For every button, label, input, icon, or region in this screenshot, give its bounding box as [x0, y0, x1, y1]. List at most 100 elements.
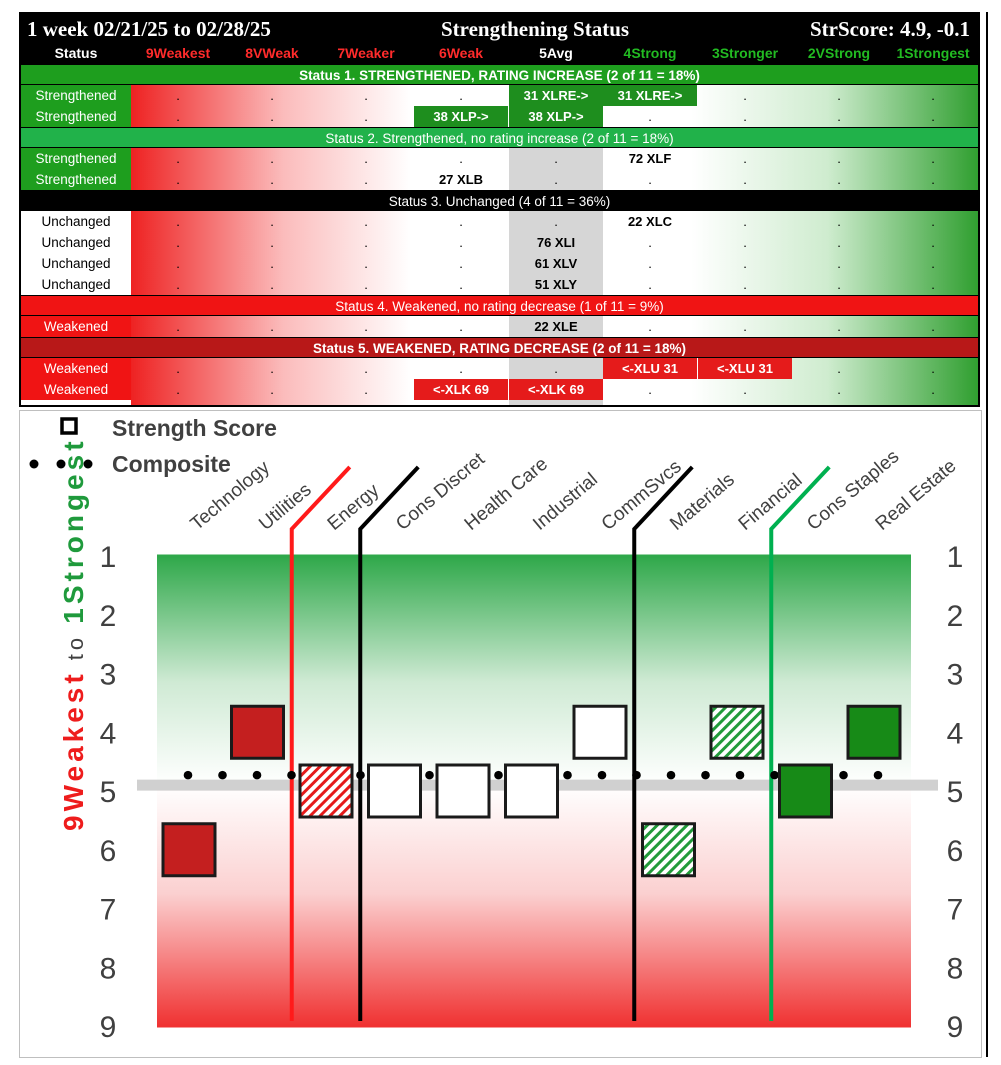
- strength-score-square: [709, 704, 765, 760]
- legend-square-icon: [60, 417, 78, 435]
- column-header-8vweak: 8VWeak: [245, 45, 299, 61]
- ticker-cell: 38 XLP->: [414, 106, 508, 127]
- composite-dot: [666, 770, 676, 780]
- empty-cell-dot: .: [554, 151, 558, 166]
- column-header-4strong: 4Strong: [623, 45, 677, 61]
- ticker-cell: 22 XLE: [534, 319, 578, 334]
- status-row: Strengthened..... 72 XLF...: [21, 148, 978, 169]
- y-tick-left: 3: [100, 659, 117, 692]
- empty-cell-dot: .: [270, 214, 274, 229]
- status-row: Strengthened.... 31 XLRE-> 31 XLRE->...: [21, 85, 978, 106]
- legend-dot-icon: [56, 459, 66, 469]
- legend-dot-icon: [29, 459, 39, 469]
- ticker-cell: <-XLU 31: [698, 358, 792, 379]
- ticker-cell: 31 XLRE->: [603, 85, 697, 106]
- empty-cell-dot: .: [270, 172, 274, 187]
- empty-cell-dot: .: [931, 319, 935, 334]
- strength-score-square: [230, 704, 285, 760]
- status-row-label: Unchanged: [21, 211, 131, 232]
- y-tick-left: 9: [100, 1011, 117, 1044]
- y-tick-right: 2: [947, 600, 964, 633]
- empty-cell-dot: .: [837, 319, 841, 334]
- ticker-cell: 51 XLY: [534, 277, 578, 292]
- empty-cell-dot: .: [364, 382, 368, 397]
- strscore-title: StrScore: 4.9, -0.1: [810, 17, 970, 41]
- column-header-9weakest: 9Weakest: [145, 45, 211, 61]
- y-tick-left: 8: [100, 952, 117, 985]
- empty-cell-dot: .: [931, 235, 935, 250]
- legend-strength-score: Strength Score: [112, 415, 277, 441]
- composite-dot: [252, 770, 262, 780]
- strength-score-square: [572, 704, 628, 760]
- empty-cell-dot: .: [176, 172, 180, 187]
- y-tick-right: 8: [947, 952, 964, 985]
- status-band-1: Status 1. STRENGTHENED, RATING INCREASE …: [21, 64, 978, 85]
- composite-dot: [425, 770, 434, 780]
- y-tick-left: 6: [100, 835, 117, 868]
- empty-cell-dot: .: [837, 277, 841, 292]
- y-tick-right: 7: [947, 894, 964, 927]
- ticker-cell: 31 XLRE->: [509, 85, 603, 106]
- status-row: Unchanged.... 61 XLV....: [21, 253, 978, 274]
- empty-cell-dot: .: [176, 151, 180, 166]
- empty-cell-dot: .: [837, 361, 841, 376]
- ticker-cell: 22 XLC: [627, 214, 673, 229]
- ticker-cell: 61 XLV: [534, 256, 578, 271]
- empty-cell-dot: .: [176, 88, 180, 103]
- column-header-3stronger: 3Stronger: [711, 45, 779, 61]
- empty-cell-dot: .: [743, 172, 747, 187]
- empty-cell-dot: .: [364, 361, 368, 376]
- composite-dot: [218, 770, 227, 780]
- empty-cell-dot: .: [837, 172, 841, 187]
- empty-cell-dot: .: [931, 151, 935, 166]
- composite-dot: [735, 770, 745, 780]
- empty-cell-dot: .: [270, 235, 274, 250]
- empty-cell-dot: .: [364, 109, 368, 124]
- status-band-3: Status 3. Unchanged (4 of 11 = 36%): [21, 190, 978, 211]
- column-header-row: Status 9Weakest 8VWeak 7Weaker 6Weak 5Avg 4St…: [21, 43, 978, 64]
- y-tick-right: 9: [947, 1011, 964, 1044]
- empty-cell-dot: .: [931, 256, 935, 271]
- composite-dot: [183, 770, 193, 780]
- empty-cell-dot: .: [176, 109, 180, 124]
- empty-cell-dot: .: [459, 277, 463, 292]
- strengthening-status-table: 1 week 02/21/25 to 02/28/25 Strengthenin…: [19, 12, 980, 407]
- empty-cell-dot: .: [837, 214, 841, 229]
- ticker-cell: 76 XLI: [536, 235, 576, 250]
- empty-cell-dot: .: [554, 214, 558, 229]
- strength-score-square: [161, 822, 217, 878]
- y-tick-left: 7: [100, 894, 117, 927]
- empty-cell-dot: .: [743, 235, 747, 250]
- empty-cell-dot: .: [743, 88, 747, 103]
- composite-dot: [563, 770, 572, 780]
- empty-cell-dot: .: [176, 361, 180, 376]
- status-row-label: Weakened: [21, 316, 131, 337]
- ticker-cell: 72 XLF: [628, 151, 672, 166]
- empty-cell-dot: .: [837, 235, 841, 250]
- empty-cell-dot: .: [554, 361, 558, 376]
- empty-cell-dot: .: [648, 172, 652, 187]
- weak-zone-background: [157, 785, 911, 1026]
- empty-cell-dot: .: [270, 361, 274, 376]
- legend-dot-icon: [83, 459, 93, 469]
- status-row-label: Weakened: [21, 358, 131, 379]
- empty-cell-dot: .: [648, 277, 652, 292]
- empty-cell-dot: .: [743, 151, 747, 166]
- table-title-bar: 1 week 02/21/25 to 02/28/25 Strengthenin…: [21, 14, 978, 43]
- empty-cell-dot: .: [364, 256, 368, 271]
- y-tick-right: 1: [947, 541, 964, 574]
- empty-cell-dot: .: [743, 382, 747, 397]
- y-axis-label: 9Weakest to 1Strongest: [58, 437, 89, 831]
- sector-divider-line: [358, 465, 420, 1021]
- status-row: Unchanged.... 76 XLI....: [21, 232, 978, 253]
- empty-cell-dot: .: [931, 382, 935, 397]
- y-tick-right: 6: [947, 835, 964, 868]
- ticker-cell: 27 XLB: [438, 172, 484, 187]
- strength-score-square: [367, 763, 422, 819]
- ticker-cell: 38 XLP->: [509, 106, 603, 127]
- empty-cell-dot: .: [364, 319, 368, 334]
- y-tick-right: 3: [947, 659, 964, 692]
- empty-cell-dot: .: [837, 109, 841, 124]
- empty-cell-dot: .: [459, 151, 463, 166]
- composite-dot: [356, 770, 365, 780]
